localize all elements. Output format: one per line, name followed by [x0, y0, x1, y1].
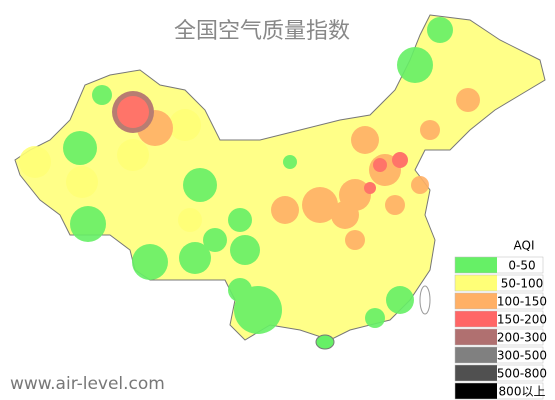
- china-map: [14, 14, 546, 350]
- legend: AQI 0-50 50-100 100-150 150-200 200-300 300-5…: [453, 236, 547, 400]
- blob: [117, 139, 149, 171]
- blob: [420, 120, 440, 140]
- blob: [179, 242, 211, 274]
- legend-cell: [454, 382, 544, 400]
- legend-swatch: [455, 365, 497, 381]
- blob: [203, 228, 227, 252]
- blob: [63, 131, 97, 165]
- blob: [331, 201, 359, 229]
- blob: [385, 195, 405, 215]
- legend-title: AQI: [514, 239, 535, 253]
- map-title: 全国空气质量指数: [174, 19, 350, 44]
- legend-cell: [454, 364, 544, 382]
- blob: [228, 278, 252, 302]
- blob: [392, 152, 408, 168]
- blob: [169, 109, 201, 141]
- legend-swatch: [455, 383, 497, 399]
- legend-cell: [454, 346, 544, 364]
- blob: [283, 155, 297, 169]
- blob: [345, 230, 365, 250]
- blob: [386, 286, 414, 314]
- blob: [132, 244, 168, 280]
- aqi-blobs: [19, 17, 480, 334]
- blob: [66, 166, 98, 198]
- blob: [19, 146, 51, 178]
- legend-cell: [454, 274, 544, 292]
- blob: [230, 235, 260, 265]
- hainan: [315, 334, 335, 350]
- blob: [365, 308, 385, 328]
- legend-swatch: [455, 347, 497, 363]
- blob: [411, 176, 429, 194]
- blob: [302, 187, 338, 223]
- legend-label: 0-50: [508, 259, 535, 273]
- blob: [117, 96, 149, 128]
- legend-swatch: [455, 257, 497, 273]
- blob: [397, 47, 433, 83]
- legend-label: 200-300: [497, 331, 547, 345]
- legend-swatch: [455, 293, 497, 309]
- blob: [456, 88, 480, 112]
- blob: [228, 208, 252, 232]
- legend-swatch: [455, 311, 497, 327]
- blob: [183, 168, 217, 202]
- legend-label: 300-500: [497, 349, 547, 363]
- blob: [271, 196, 299, 224]
- legend-cell: [454, 310, 544, 328]
- legend-label: 50-100: [501, 277, 544, 291]
- legend-label: 800以上: [499, 385, 546, 399]
- legend-label: 150-200: [497, 313, 547, 327]
- blob: [364, 182, 376, 194]
- blob: [178, 208, 202, 232]
- legend-cell: [454, 292, 544, 310]
- legend-label: 100-150: [497, 295, 547, 309]
- legend-cell: [454, 256, 544, 274]
- blob: [70, 206, 106, 242]
- watermark: www.air-level.com: [10, 374, 165, 394]
- legend-swatch: [455, 329, 497, 345]
- blob: [351, 126, 379, 154]
- legend-swatch: [455, 275, 497, 291]
- blob: [373, 158, 387, 172]
- legend-label: 500-800: [497, 367, 547, 381]
- blob: [427, 17, 453, 43]
- taiwan: [419, 285, 431, 315]
- legend-cell: [454, 328, 544, 346]
- blob: [92, 85, 112, 105]
